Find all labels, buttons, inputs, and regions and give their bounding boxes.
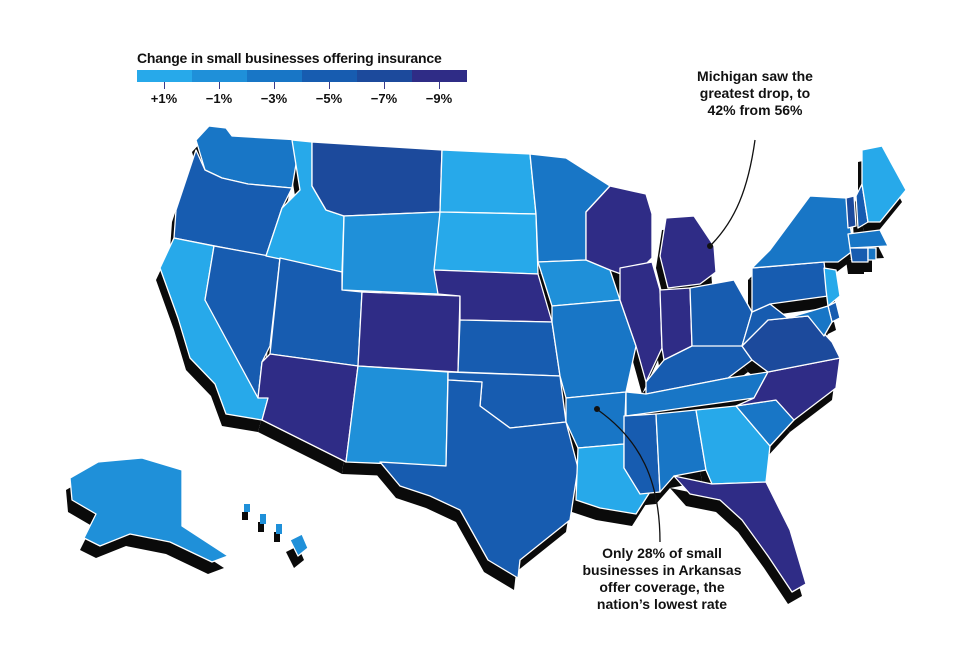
state-ia: [537, 259, 621, 307]
legend-title: Change in small businesses offering insu…: [137, 50, 442, 66]
michigan-leader-line: [711, 139, 756, 245]
legend-label: −9%: [425, 91, 453, 106]
legend-label: −1%: [205, 91, 233, 106]
state-ct: [849, 247, 869, 263]
state-sd: [433, 211, 539, 275]
state-il: [619, 261, 663, 383]
legend-tick: [439, 82, 440, 89]
state-or: [173, 149, 293, 257]
legend-label: −7%: [370, 91, 398, 106]
legend-tick: [384, 82, 385, 89]
legend-swatch: [247, 70, 302, 82]
legend-swatch: [357, 70, 412, 82]
arkansas-marker-dot: [594, 406, 600, 412]
state-ks: [457, 319, 561, 377]
arkansas-annotation: Only 28% of small businesses in Arkansas…: [582, 545, 742, 612]
state-fl: [673, 475, 807, 593]
hawaii-island: [276, 524, 282, 534]
hawaii-island: [244, 504, 250, 512]
state-vt: [845, 195, 857, 229]
state-ak: [69, 457, 229, 563]
state-mi: [659, 215, 717, 289]
state-nj: [823, 267, 841, 307]
state-shadow-ri: [864, 260, 872, 272]
state-nd: [439, 149, 537, 215]
legend-color-bar: [137, 70, 467, 82]
leader-lines: [594, 139, 756, 543]
state-hi: [289, 533, 309, 557]
legend-tick: [219, 82, 220, 89]
state-me: [861, 145, 907, 223]
state-al: [655, 409, 707, 493]
state-tx: [379, 379, 579, 579]
legend-swatch: [137, 70, 192, 82]
legend-label: +1%: [150, 91, 178, 106]
legend-swatch: [302, 70, 357, 82]
state-mo: [551, 299, 637, 399]
state-co: [357, 291, 461, 373]
state-ar: [565, 391, 627, 449]
state-nm: [345, 365, 449, 467]
state-ri: [867, 247, 877, 261]
hawaii-island-shadow: [274, 532, 280, 542]
hawaii-island-shadow: [258, 522, 264, 532]
state-wi: [585, 185, 653, 279]
state-wv: [741, 303, 789, 347]
legend-ticks: [137, 82, 467, 90]
state-shadow-ct: [846, 260, 864, 274]
arkansas-leader-line: [597, 409, 661, 543]
map-states: [69, 125, 907, 593]
legend-label: −5%: [315, 91, 343, 106]
legend-label: −3%: [260, 91, 288, 106]
state-md: [787, 305, 833, 337]
legend-swatch: [412, 70, 467, 82]
michigan-marker-dot: [707, 243, 713, 249]
legend-tick: [274, 82, 275, 89]
state-oh: [689, 279, 753, 349]
state-wy: [341, 211, 441, 295]
michigan-annotation: Michigan saw the greatest drop, to 42% f…: [697, 68, 813, 118]
state-ms: [623, 413, 661, 495]
legend-tick: [164, 82, 165, 89]
legend-swatch: [192, 70, 247, 82]
hawaii-island-shadow: [242, 512, 248, 520]
state-ma: [847, 229, 889, 249]
hawaii-island: [260, 514, 266, 524]
state-ny: [751, 195, 855, 269]
legend-tick: [329, 82, 330, 89]
state-mt: [311, 141, 443, 217]
legend-labels: +1% −1% −3% −5% −7% −9%: [137, 91, 467, 109]
